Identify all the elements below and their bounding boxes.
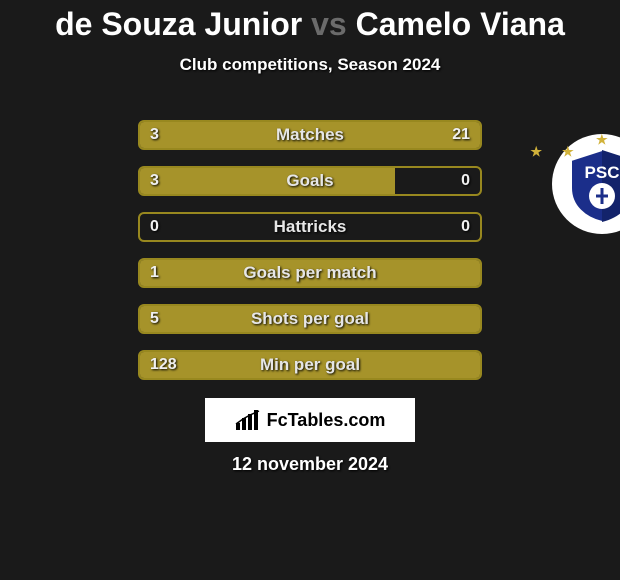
star-icon: ★ xyxy=(530,144,542,160)
subtitle: Club competitions, Season 2024 xyxy=(0,55,620,75)
stats-area: 321Matches 30Goals 00Hattricks 1Goals per m… xyxy=(138,120,482,396)
comparison-title: de Souza Junior vs Camelo Viana xyxy=(0,0,620,43)
right-team-logos: ★ ★ ★ PSC xyxy=(492,120,612,134)
stat-row: 1Goals per match xyxy=(138,258,482,288)
stat-row: 128Min per goal xyxy=(138,350,482,380)
stat-row: 321Matches xyxy=(138,120,482,150)
stat-row: 5Shots per goal xyxy=(138,304,482,334)
stat-row: 00Hattricks xyxy=(138,212,482,242)
stat-label: Goals xyxy=(140,168,480,194)
stat-label: Shots per goal xyxy=(140,306,480,332)
footer-date: 12 november 2024 xyxy=(0,454,620,475)
stat-label: Hattricks xyxy=(140,214,480,240)
badge-letters: PSC xyxy=(585,163,620,182)
brand-text: FcTables.com xyxy=(267,410,386,431)
stat-label: Matches xyxy=(140,122,480,148)
player1-name: de Souza Junior xyxy=(55,6,302,42)
vs-text: vs xyxy=(311,6,347,42)
shield-icon: PSC xyxy=(567,148,620,224)
stat-row: 30Goals xyxy=(138,166,482,196)
player2-name: Camelo Viana xyxy=(356,6,565,42)
brand-box: FcTables.com xyxy=(205,398,415,442)
stat-label: Min per goal xyxy=(140,352,480,378)
bar-chart-icon xyxy=(235,409,261,431)
star-icon: ★ xyxy=(596,132,608,148)
stat-label: Goals per match xyxy=(140,260,480,286)
left-team-logos xyxy=(10,120,130,134)
